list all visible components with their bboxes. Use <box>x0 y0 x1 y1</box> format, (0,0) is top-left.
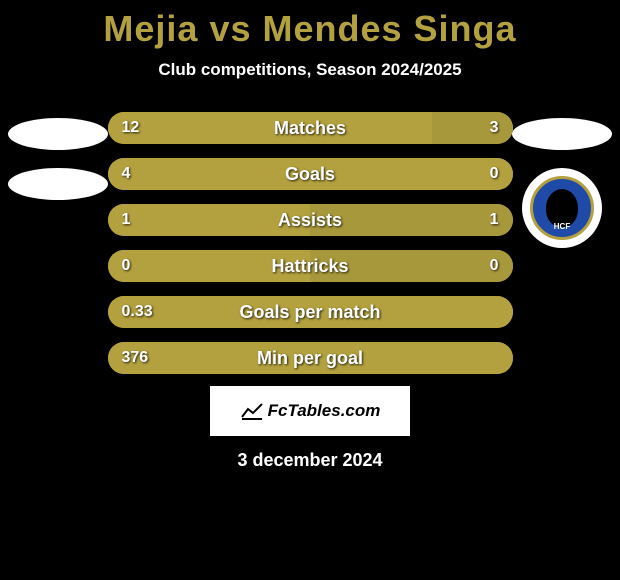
right-club-badge: HCF <box>522 168 602 248</box>
page-title: Mejia vs Mendes Singa <box>0 0 620 50</box>
stat-label: Goals <box>108 164 513 185</box>
right-team-logos: HCF <box>512 118 612 248</box>
club-badge-inner: HCF <box>530 176 594 240</box>
fctables-icon <box>240 401 264 421</box>
club-badge-text: HCF <box>554 222 570 231</box>
stat-bars: 123Matches 40Goals 11Assists 00Hattricks 0.3… <box>108 112 513 374</box>
stat-label: Goals per match <box>108 302 513 323</box>
stat-label: Matches <box>108 118 513 139</box>
fctables-label: FcTables.com <box>268 401 381 421</box>
stat-bar-row: 11Assists <box>108 204 513 236</box>
stat-label: Assists <box>108 210 513 231</box>
stat-bar-row: 376Min per goal <box>108 342 513 374</box>
left-logo-placeholder-1 <box>8 118 108 150</box>
stat-label: Hattricks <box>108 256 513 277</box>
stat-bar-row: 0.33Goals per match <box>108 296 513 328</box>
stat-label: Min per goal <box>108 348 513 369</box>
fctables-brand: FcTables.com <box>210 386 410 436</box>
right-logo-placeholder-1 <box>512 118 612 150</box>
page-subtitle: Club competitions, Season 2024/2025 <box>0 60 620 80</box>
stat-bar-row: 00Hattricks <box>108 250 513 282</box>
left-team-logos <box>8 118 108 200</box>
left-logo-placeholder-2 <box>8 168 108 200</box>
infographic-date: 3 december 2024 <box>0 450 620 471</box>
stat-bar-row: 123Matches <box>108 112 513 144</box>
stat-bar-row: 40Goals <box>108 158 513 190</box>
